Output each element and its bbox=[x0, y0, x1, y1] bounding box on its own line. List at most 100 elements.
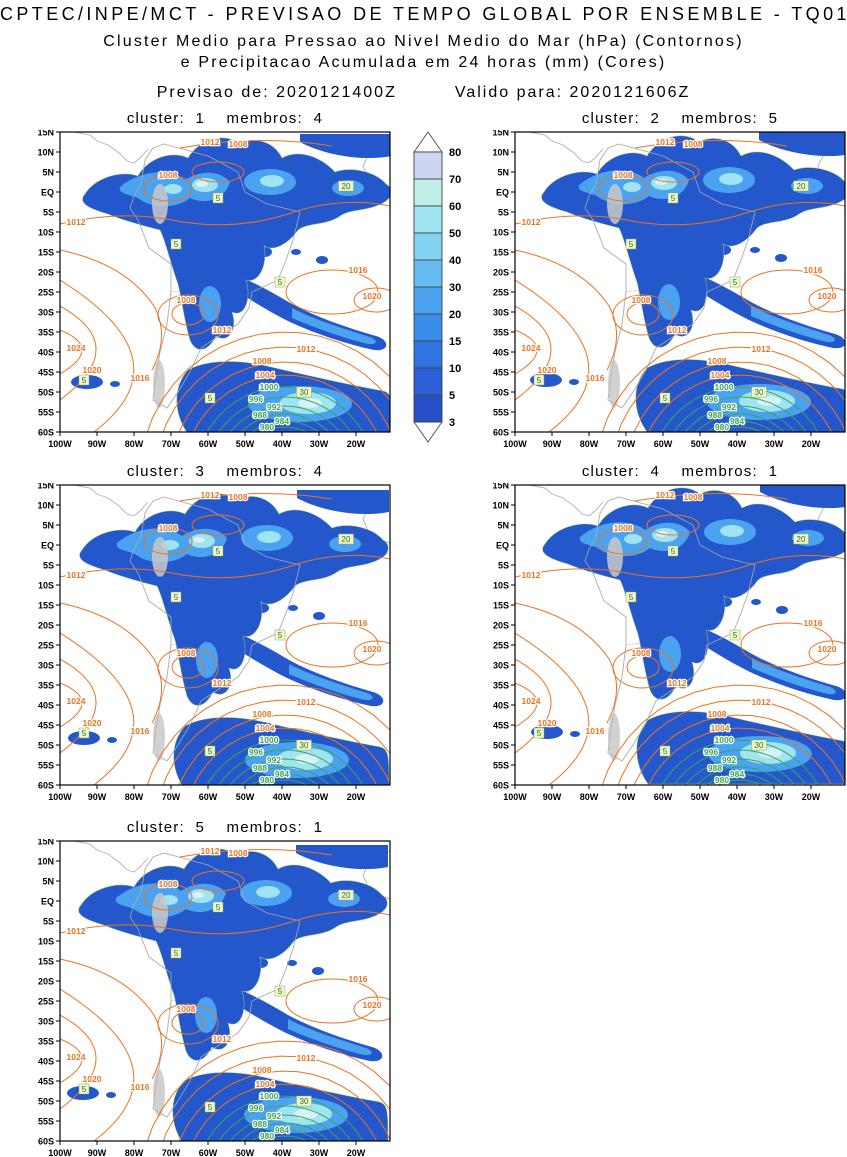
map-plot: 15N 10N 5N EQ 5S 10S 15S 20S 25S 30S 35S 40S 45S 50S 5… bbox=[492, 130, 846, 449]
svg-text:984: 984 bbox=[730, 416, 744, 426]
svg-text:1020: 1020 bbox=[83, 718, 102, 728]
svg-text:70W: 70W bbox=[162, 439, 181, 449]
svg-text:1020: 1020 bbox=[363, 291, 382, 301]
svg-text:40S: 40S bbox=[38, 701, 54, 711]
svg-text:100W: 100W bbox=[48, 439, 72, 449]
svg-text:5: 5 bbox=[663, 394, 668, 403]
svg-text:1016: 1016 bbox=[131, 726, 150, 736]
colorbar-tick-label: 15 bbox=[449, 336, 461, 348]
svg-text:5: 5 bbox=[216, 903, 221, 912]
colorbar-segment bbox=[413, 259, 443, 288]
svg-text:5: 5 bbox=[278, 631, 283, 640]
precipitation-colorbar: 80 70 60 50 40 30 20 15 10 5 3 bbox=[412, 130, 484, 450]
svg-text:20S: 20S bbox=[38, 621, 54, 631]
svg-text:5: 5 bbox=[208, 1103, 213, 1112]
svg-text:1000: 1000 bbox=[260, 382, 279, 392]
svg-text:1008: 1008 bbox=[253, 709, 272, 719]
precipitation-layer bbox=[530, 132, 845, 432]
svg-text:1008: 1008 bbox=[177, 295, 196, 305]
svg-text:1024: 1024 bbox=[67, 1052, 86, 1062]
precipitation-layer bbox=[71, 134, 390, 432]
svg-text:60S: 60S bbox=[38, 781, 54, 791]
svg-text:1012: 1012 bbox=[297, 697, 316, 707]
svg-text:1012: 1012 bbox=[752, 344, 771, 354]
svg-text:60S: 60S bbox=[38, 1137, 54, 1147]
svg-text:1008: 1008 bbox=[614, 170, 633, 180]
svg-text:55S: 55S bbox=[38, 761, 54, 771]
svg-text:5: 5 bbox=[216, 194, 221, 203]
svg-text:15N: 15N bbox=[492, 483, 509, 491]
svg-text:35S: 35S bbox=[493, 328, 509, 338]
svg-text:1008: 1008 bbox=[708, 356, 727, 366]
svg-text:1016: 1016 bbox=[349, 265, 368, 275]
svg-text:90W: 90W bbox=[543, 439, 562, 449]
svg-text:1012: 1012 bbox=[67, 217, 86, 227]
svg-text:50S: 50S bbox=[38, 388, 54, 398]
svg-text:20S: 20S bbox=[493, 621, 509, 631]
svg-text:40W: 40W bbox=[273, 1148, 292, 1157]
svg-text:50S: 50S bbox=[493, 741, 509, 751]
svg-text:5: 5 bbox=[629, 240, 634, 249]
svg-text:1012: 1012 bbox=[67, 926, 86, 936]
cluster-panel-1: cluster: 1 membros: 4 15N 10N 5N EQ 5S 10S 15S… bbox=[20, 110, 398, 455]
cluster-panel-4: cluster: 4 membros: 1 15N 10N 5N EQ 5S 10S 15S… bbox=[475, 463, 847, 808]
svg-text:5N: 5N bbox=[497, 521, 509, 531]
svg-text:15S: 15S bbox=[38, 957, 54, 967]
forecast-value: 2020121400Z bbox=[276, 84, 397, 101]
svg-text:80W: 80W bbox=[125, 1148, 144, 1157]
svg-text:50W: 50W bbox=[236, 1148, 255, 1157]
svg-text:70W: 70W bbox=[162, 792, 181, 802]
svg-text:50S: 50S bbox=[493, 388, 509, 398]
svg-text:20W: 20W bbox=[347, 792, 366, 802]
svg-text:10N: 10N bbox=[492, 501, 509, 511]
map-plot: 15N 10N 5N EQ 5S 10S 15S 20S 25S 30S 35S 40S 45S 50S 5… bbox=[37, 130, 391, 449]
svg-text:30W: 30W bbox=[310, 792, 329, 802]
svg-text:1016: 1016 bbox=[131, 1082, 150, 1092]
svg-text:5: 5 bbox=[208, 394, 213, 403]
svg-text:35S: 35S bbox=[493, 681, 509, 691]
svg-text:80W: 80W bbox=[580, 792, 599, 802]
svg-text:60S: 60S bbox=[493, 428, 509, 438]
svg-text:5: 5 bbox=[537, 376, 542, 385]
svg-text:1004: 1004 bbox=[256, 1079, 275, 1089]
svg-text:1020: 1020 bbox=[83, 365, 102, 375]
svg-text:80W: 80W bbox=[125, 439, 144, 449]
svg-text:1008: 1008 bbox=[253, 1065, 272, 1075]
svg-text:20S: 20S bbox=[493, 268, 509, 278]
svg-text:25S: 25S bbox=[493, 288, 509, 298]
svg-text:55S: 55S bbox=[493, 408, 509, 418]
svg-text:30: 30 bbox=[300, 388, 309, 397]
svg-text:80W: 80W bbox=[125, 792, 144, 802]
svg-text:20W: 20W bbox=[802, 792, 821, 802]
svg-text:1008: 1008 bbox=[229, 492, 248, 502]
svg-text:992: 992 bbox=[722, 755, 736, 765]
svg-text:EQ: EQ bbox=[496, 541, 509, 551]
colorbar-segment bbox=[413, 286, 443, 315]
colorbar-tick-label: 20 bbox=[449, 309, 461, 321]
svg-text:60W: 60W bbox=[199, 1148, 218, 1157]
svg-text:40W: 40W bbox=[728, 439, 747, 449]
map-plot: 15N 10N 5N EQ 5S 10S 15S 20S 25S 30S 35S 40S 45S 50S 5… bbox=[37, 483, 391, 802]
svg-text:15N: 15N bbox=[37, 839, 54, 847]
svg-text:45S: 45S bbox=[493, 368, 509, 378]
colorbar-tick-label: 3 bbox=[449, 417, 455, 429]
colorbar-tick-label: 5 bbox=[449, 390, 455, 402]
precipitation-layer bbox=[531, 485, 845, 785]
svg-text:1012: 1012 bbox=[522, 570, 541, 580]
valid-value: 2020121606Z bbox=[569, 84, 691, 101]
svg-text:1012: 1012 bbox=[656, 137, 675, 147]
svg-text:30W: 30W bbox=[765, 792, 784, 802]
svg-text:100W: 100W bbox=[48, 1148, 72, 1157]
svg-text:5: 5 bbox=[174, 593, 179, 602]
svg-text:996: 996 bbox=[249, 747, 263, 757]
svg-text:60S: 60S bbox=[38, 428, 54, 438]
svg-text:5: 5 bbox=[733, 631, 738, 640]
svg-text:5: 5 bbox=[82, 1085, 87, 1094]
svg-text:5: 5 bbox=[82, 376, 87, 385]
colorbar-segment bbox=[413, 340, 443, 369]
svg-text:5N: 5N bbox=[42, 877, 54, 887]
svg-text:25S: 25S bbox=[38, 997, 54, 1007]
svg-text:984: 984 bbox=[275, 416, 289, 426]
svg-text:1012: 1012 bbox=[522, 217, 541, 227]
pressure-contour-layer bbox=[515, 139, 845, 432]
